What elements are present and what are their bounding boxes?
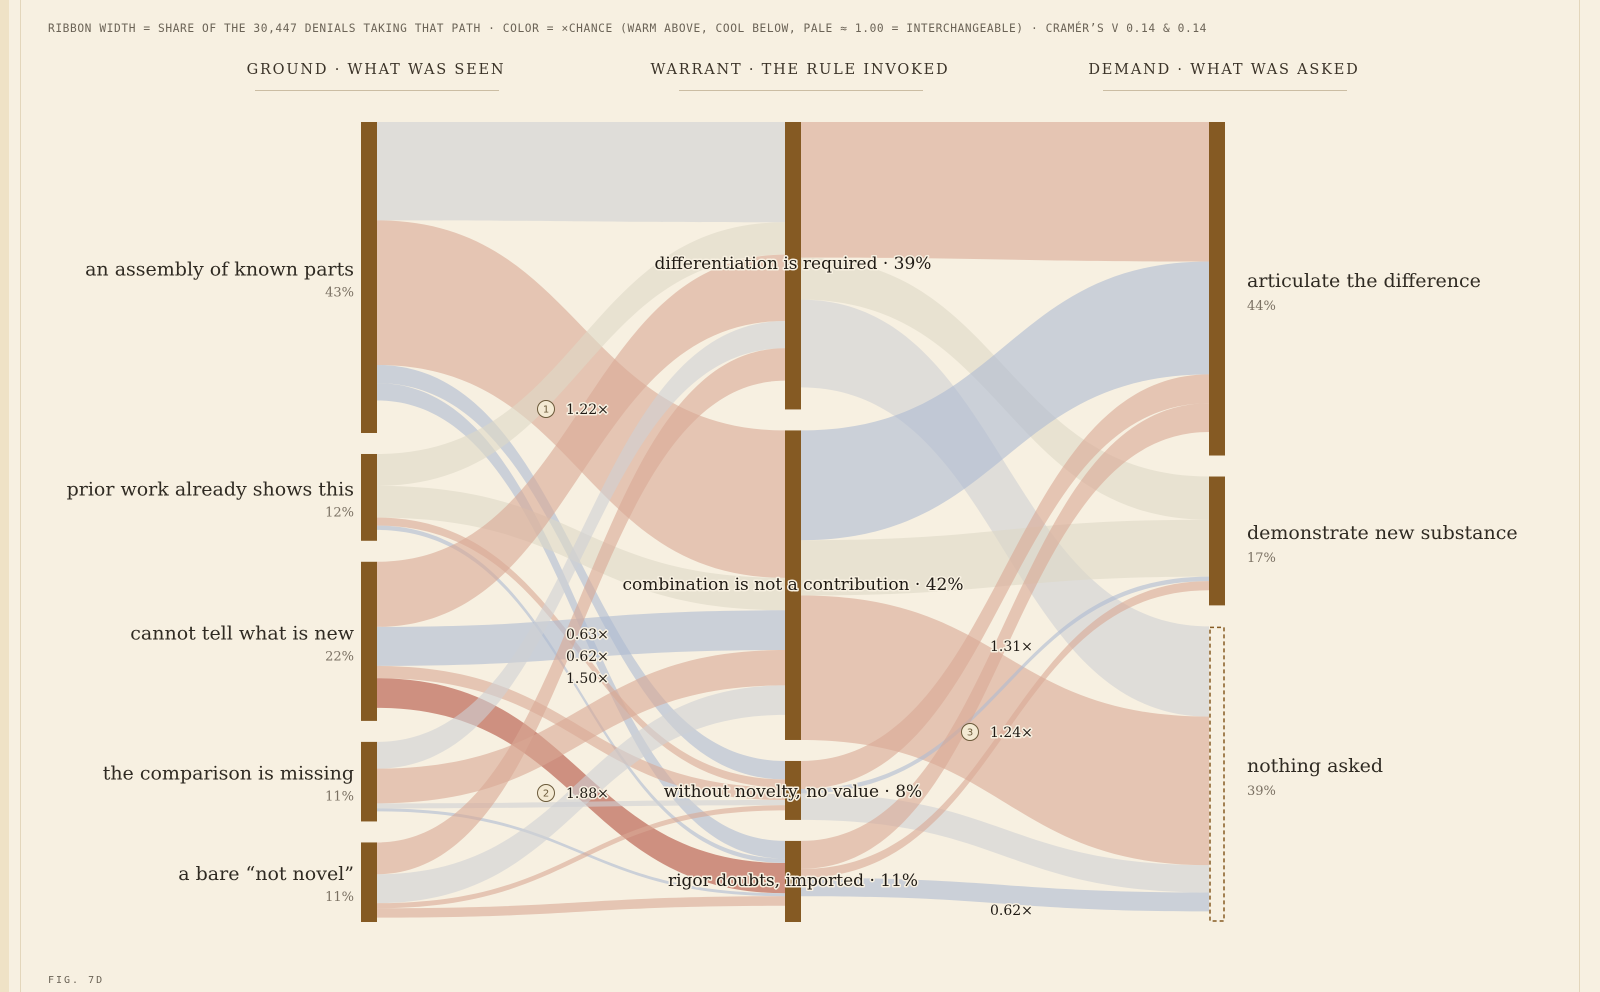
figure-caption: RIBBON WIDTH = SHARE OF THE 30,447 DENIA… [48, 22, 1207, 35]
node-g1 [361, 122, 377, 433]
ground-pct-4: 11% [325, 890, 354, 905]
multiplier-g1-w3: 0.62× [566, 649, 609, 665]
frame-right-rule [1579, 0, 1580, 992]
column-header-ground: GROUND · WHAT WAS SEEN [246, 62, 506, 78]
node-g5 [361, 842, 377, 922]
ribbon-g1-w1 [377, 122, 785, 223]
label-layer: an assembly of known parts 43% prior work … [67, 253, 1518, 921]
ribbon-g5-w2 [377, 685, 785, 904]
marker-1-label: 1 [543, 405, 549, 416]
ground-label-0: an assembly of known parts [85, 258, 354, 280]
ribbon-g3-w1 [377, 254, 785, 627]
node-g4 [361, 741, 377, 822]
demand-pct-2: 39% [1247, 784, 1276, 799]
node-w3 [785, 760, 801, 820]
demand-pct-1: 17% [1247, 551, 1276, 566]
multiplier-g3-w4: 1.88× [566, 786, 609, 802]
ground-pct-3: 11% [325, 790, 354, 805]
ribbon-w2-d1 [801, 261, 1209, 541]
ground-pct-0: 43% [325, 285, 354, 300]
column-header-warrant: WARRANT · THE RULE INVOKED [650, 62, 950, 78]
marker-3-circle [961, 723, 979, 741]
marker-2-label: 2 [543, 789, 549, 800]
column-rule-ground [255, 90, 499, 91]
ribbon-g5-w4 [377, 896, 785, 918]
demand-label-2: nothing asked [1247, 755, 1383, 777]
ribbon-g5-w3 [377, 805, 785, 909]
node-d3 [1209, 626, 1225, 922]
warrant-label-3: rigor doubts, imported · 11% [668, 871, 918, 891]
ribbon-g1-w3 [377, 365, 785, 780]
node-g3 [361, 561, 377, 721]
warrant-label-2: without novelty, no value · 8% [664, 782, 922, 802]
ribbon-w4-d2 [801, 581, 1209, 878]
demand-label-0: articulate the difference [1247, 270, 1481, 292]
marker-3-label: 3 [967, 728, 973, 739]
ground-label-3: the comparison is missing [103, 763, 354, 785]
ribbon-g5-w1 [377, 348, 785, 875]
ribbon-w1-d1 [801, 122, 1209, 262]
ground-label-4: a bare “not novel” [178, 863, 354, 885]
ribbon-w4-d1 [801, 403, 1209, 869]
column-rule-warrant [679, 90, 923, 91]
ground-label-2: cannot tell what is new [130, 622, 354, 644]
node-w4 [785, 840, 801, 922]
marker-2-circle [537, 784, 555, 802]
node-g2 [361, 453, 377, 541]
demand-pct-0: 44% [1247, 299, 1276, 314]
ground-pct-2: 22% [325, 649, 354, 664]
multiplier-g2-w2: 1.22× [566, 402, 609, 418]
node-w2 [785, 430, 801, 740]
ribbon-g4-w2 [377, 650, 785, 804]
ribbon-w4-d3 [801, 877, 1209, 912]
multiplier-g2-w3: 1.50× [566, 671, 609, 687]
multiplier-w4-d3: 0.62× [990, 903, 1033, 919]
marker-1-circle [537, 400, 555, 418]
ribbon-g1-w2 [377, 220, 785, 578]
node-layer [361, 122, 1225, 922]
ribbon-layer [377, 122, 1209, 918]
ribbon-g4-w4 [377, 808, 785, 897]
ribbon-g2-w4 [377, 525, 785, 864]
ground-pct-1: 12% [325, 505, 354, 520]
warrant-label-0: differentiation is required · 39% [655, 254, 932, 274]
column-rule-demand [1103, 90, 1347, 91]
demand-label-1: demonstrate new substance [1247, 522, 1518, 544]
warrant-label-1: combination is not a contribution · 42% [622, 575, 963, 595]
ribbon-g2-w1 [377, 222, 785, 486]
ribbon-g3-w2 [377, 610, 785, 666]
ground-label-1: prior work already shows this [67, 478, 354, 500]
ribbon-w3-d1 [801, 374, 1209, 789]
node-d2 [1209, 476, 1225, 606]
figure-label: FIG. 7D [48, 975, 105, 986]
ribbon-g4-w1 [377, 320, 785, 769]
ribbon-w3-d2 [801, 576, 1209, 794]
multiplier-w3-d1: 1.31× [990, 639, 1033, 655]
multiplier-g1-w4: 0.63× [566, 627, 609, 643]
ribbon-w2-d2 [801, 519, 1209, 596]
node-w1 [785, 122, 801, 410]
multiplier-w4-d1: 1.24× [990, 725, 1033, 741]
node-d1 [1209, 122, 1225, 456]
column-header-demand: DEMAND · WHAT WAS ASKED [1088, 62, 1360, 78]
